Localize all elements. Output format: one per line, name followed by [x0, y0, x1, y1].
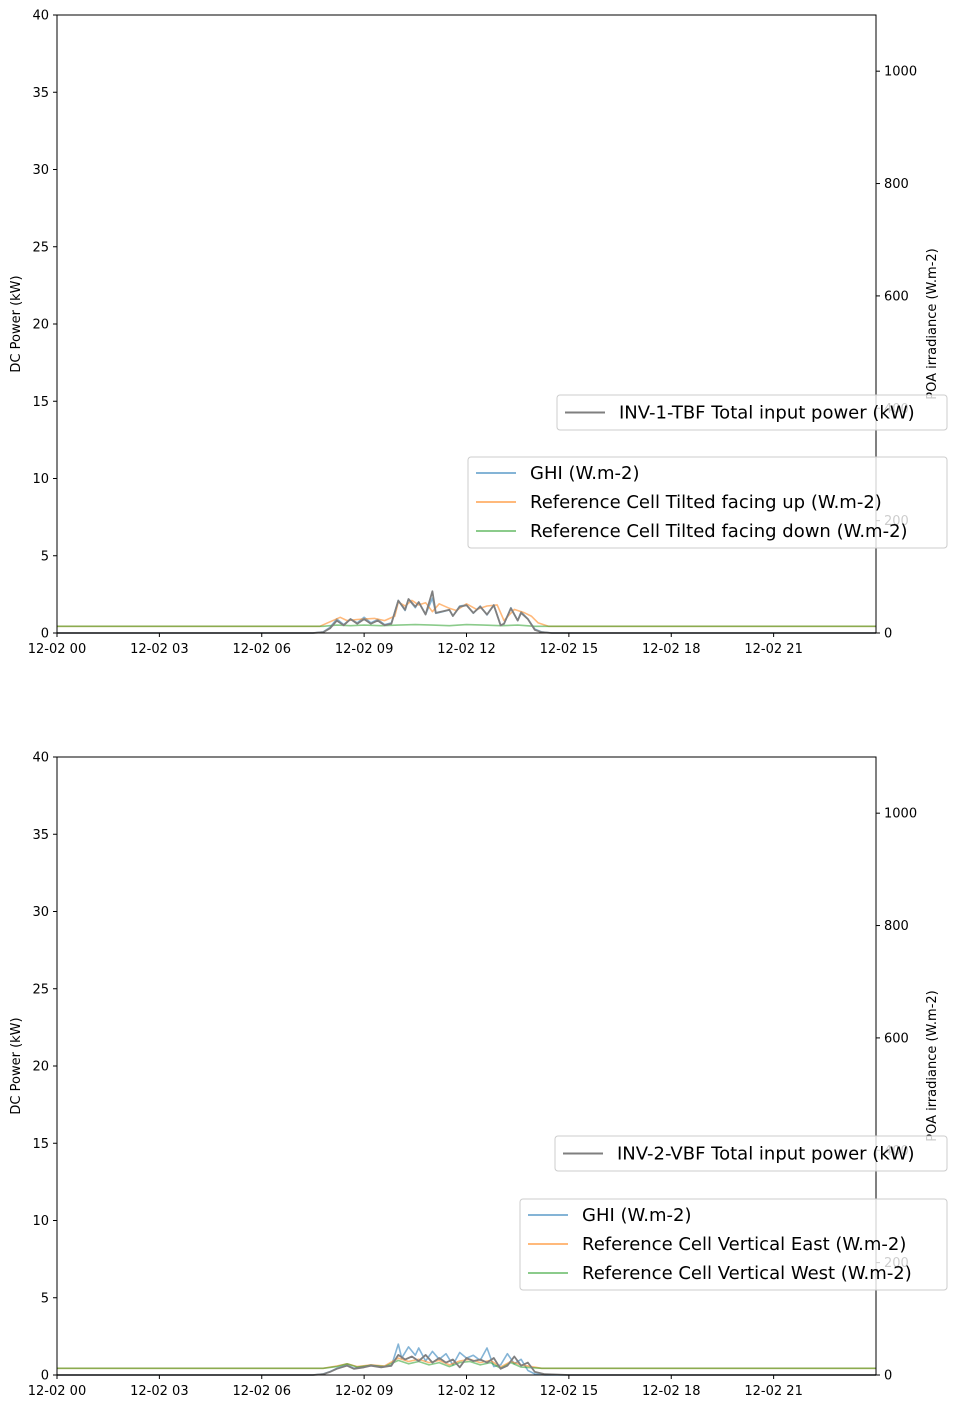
y2-tick-label: 0: [884, 627, 892, 642]
y-tick-label: 35: [32, 86, 49, 101]
y-tick-label: 30: [32, 905, 49, 920]
ref-cell-2-line: [57, 623, 876, 628]
y-tick-label: 10: [32, 1214, 49, 1229]
ref-cell-1-line: [57, 1357, 876, 1370]
irradiance-legend-box: [519, 1198, 948, 1291]
irradiance-legend-label: Reference Cell Tilted facing up (W.m-2): [530, 492, 882, 513]
y-tick-label: 40: [32, 9, 49, 24]
power-line: [57, 590, 876, 634]
irradiance-legend-label: GHI (W.m-2): [582, 1205, 692, 1226]
top-chart-panel: 05101520253035400200400600800100012-02 0…: [9, 9, 948, 657]
y2-tick-label: 800: [884, 177, 909, 192]
y2-tick-label: 1000: [884, 65, 917, 80]
y2-tick-label: 800: [884, 919, 909, 934]
y-tick-label: 10: [32, 472, 49, 487]
y-tick-label: 0: [41, 627, 49, 642]
irradiance-legend-label: Reference Cell Vertical West (W.m-2): [582, 1263, 912, 1284]
x-tick-label: 12-02 15: [540, 642, 598, 657]
power-legend-box: [556, 394, 948, 431]
bottom-chart-panel: 05101520253035400200400600800100012-02 0…: [9, 751, 948, 1399]
irradiance-legend-label: GHI (W.m-2): [530, 463, 640, 484]
y-tick-label: 20: [32, 318, 49, 333]
x-tick-label: 12-02 18: [642, 642, 700, 657]
x-tick-label: 12-02 00: [28, 1384, 86, 1399]
x-tick-label: 12-02 12: [437, 1384, 495, 1399]
power-line: [57, 1354, 876, 1376]
x-tick-label: 12-02 21: [744, 1384, 802, 1399]
x-tick-label: 12-02 03: [130, 642, 188, 657]
x-tick-label: 12-02 18: [642, 1384, 700, 1399]
y-tick-label: 5: [41, 1291, 49, 1306]
x-tick-label: 12-02 00: [28, 642, 86, 657]
y2-tick-label: 0: [884, 1369, 892, 1384]
y2-tick-label: 1000: [884, 807, 917, 822]
y-tick-label: 25: [32, 240, 49, 255]
y2-axis-label: POA irradiance (W.m-2): [925, 248, 940, 400]
y-tick-label: 30: [32, 163, 49, 178]
y-tick-label: 15: [32, 395, 49, 410]
y-tick-label: 15: [32, 1137, 49, 1152]
power-legend-label: INV-2-VBF Total input power (kW): [617, 1144, 915, 1165]
y-tick-label: 35: [32, 828, 49, 843]
ref-cell-2-line: [57, 1359, 876, 1370]
y-tick-label: 5: [41, 549, 49, 564]
x-tick-label: 12-02 15: [540, 1384, 598, 1399]
x-tick-label: 12-02 12: [437, 642, 495, 657]
irradiance-legend-label: Reference Cell Vertical East (W.m-2): [582, 1234, 906, 1255]
x-tick-label: 12-02 06: [233, 642, 291, 657]
irradiance-legend-label: Reference Cell Tilted facing down (W.m-2…: [530, 521, 908, 542]
y-tick-label: 25: [32, 982, 49, 997]
y2-tick-label: 600: [884, 289, 909, 304]
x-tick-label: 12-02 09: [335, 1384, 393, 1399]
power-legend-label: INV-1-TBF Total input power (kW): [619, 403, 915, 424]
ref-cell-1-line: [57, 599, 876, 628]
y-tick-label: 0: [41, 1369, 49, 1384]
x-tick-label: 12-02 06: [233, 1384, 291, 1399]
y-axis-label: DC Power (kW): [9, 1017, 24, 1114]
y2-tick-label: 600: [884, 1031, 909, 1046]
irradiance-legend-box: [467, 456, 948, 549]
y2-axis-label: POA irradiance (W.m-2): [925, 990, 940, 1142]
y-axis-label: DC Power (kW): [9, 275, 24, 372]
x-tick-label: 12-02 09: [335, 642, 393, 657]
power-legend-box: [554, 1135, 948, 1172]
x-tick-label: 12-02 03: [130, 1384, 188, 1399]
x-tick-label: 12-02 21: [744, 642, 802, 657]
y-tick-label: 40: [32, 751, 49, 766]
y-tick-label: 20: [32, 1060, 49, 1075]
